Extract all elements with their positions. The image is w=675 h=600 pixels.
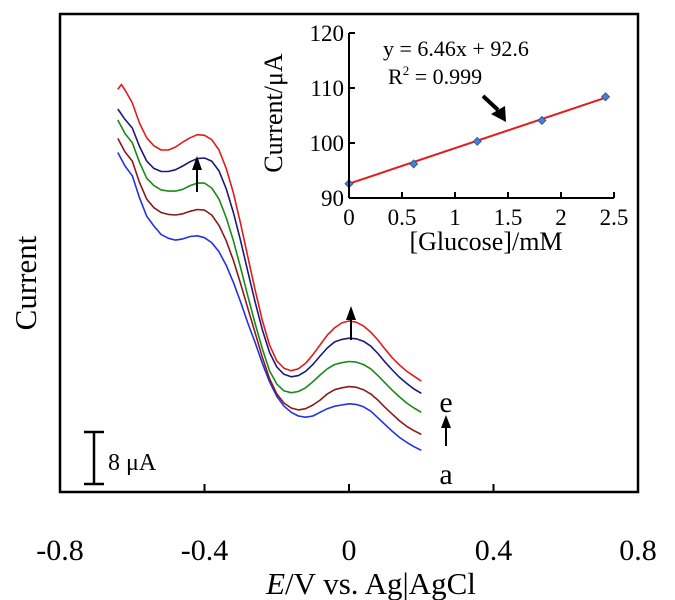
fit-r-squared: R2 = 0.999	[388, 63, 482, 89]
inset-x-tick-label: 1	[449, 205, 461, 230]
inset-y-axis-label: Current/μA	[259, 53, 288, 173]
inset-data-points	[344, 92, 611, 189]
inset-data-point	[600, 92, 611, 102]
fit-equation: y = 6.46x + 92.6	[383, 36, 529, 61]
inset-x-tick-label: 2	[555, 205, 567, 230]
voltammogram-curve-a	[117, 152, 422, 452]
inset-x-tick-label: 0.5	[388, 205, 417, 230]
inset-x-tick-label: 2.5	[600, 205, 629, 230]
inset-data-point	[472, 136, 482, 146]
main-x-tick-label: 0.4	[475, 534, 513, 567]
inset-y-tick-label: 110	[310, 76, 344, 101]
inset-y-tick-label: 100	[310, 131, 345, 156]
inset-data-point	[537, 115, 547, 126]
voltammogram-curve-b	[117, 138, 422, 436]
voltammogram-curve-d	[117, 108, 422, 394]
main-x-tick-label: 0	[342, 534, 357, 567]
increase-arrow-cathodic	[192, 156, 202, 192]
x-axis-label-text: /V vs. Ag|AgCl	[285, 566, 476, 600]
inset-background	[352, 33, 614, 198]
fit-pointer-arrow	[481, 94, 506, 122]
inset-y-tick-label: 120	[310, 21, 345, 46]
main-x-tick-label: 0.8	[619, 534, 657, 567]
inset-x-axis-label: [Glucose]/mM	[409, 227, 562, 256]
main-y-axis-label: Current	[8, 235, 43, 330]
inset-y-tick-label: 90	[321, 186, 344, 211]
x-axis-label-symbol: E	[265, 566, 285, 600]
inset-x-tick-label: 0	[343, 205, 355, 230]
voltammogram-curve-e	[117, 83, 422, 382]
inset-x-tick-label: 1.5	[494, 205, 523, 230]
main-x-tick-label: -0.8	[36, 534, 84, 567]
curve-order-arrow	[441, 415, 451, 446]
main-curves	[117, 83, 422, 452]
scale-bar: 8 μA	[84, 430, 157, 486]
voltammogram-curve-c	[117, 119, 422, 413]
inset-data-point	[409, 159, 419, 169]
main-x-tick-label: -0.4	[181, 534, 229, 567]
main-x-ticks: -0.8 -0.4 0 0.4 0.8	[36, 484, 657, 567]
curve-label-e: e	[439, 386, 452, 419]
inset-y-ticks: 90 100 110 120	[310, 21, 355, 211]
scale-bar-label: 8 μA	[108, 450, 157, 476]
inset-frame	[348, 33, 614, 199]
curve-label-a: a	[439, 458, 452, 491]
main-x-axis-label: E/V vs. Ag|AgCl	[265, 566, 476, 600]
increase-arrow-anodic	[346, 306, 356, 340]
